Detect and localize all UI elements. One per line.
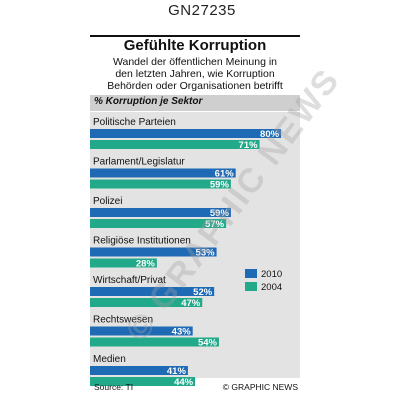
value-label: 57% (205, 219, 225, 230)
chart-subtitle: Wandel der öffentlichen Meinung in den l… (107, 56, 283, 92)
category-label: Wirtschaft/Privat (93, 275, 166, 286)
bar-2004 (90, 140, 260, 149)
value-label: 59% (210, 208, 230, 219)
category-label: Rechtswesen (93, 315, 153, 326)
value-label: 52% (193, 287, 213, 298)
legend-swatch-2004 (245, 282, 257, 291)
bar-2004 (90, 298, 203, 307)
value-label: 59% (210, 180, 230, 191)
bar-2010 (90, 366, 188, 375)
bar-2010 (90, 326, 193, 336)
category-label: Politische Parteien (93, 117, 176, 128)
bar-2004 (90, 377, 196, 386)
category-label: Polizei (93, 196, 122, 207)
bar-2010 (90, 287, 215, 296)
source-note: Source: TI (94, 382, 134, 392)
bar-2004 (90, 337, 219, 347)
chart-title: Gefühlte Korruption (123, 37, 267, 54)
bar-2010 (90, 168, 236, 178)
category-label: Religiöse Institutionen (93, 236, 191, 247)
value-label: 54% (198, 338, 218, 349)
credit-note: © GRAPHIC NEWS (222, 382, 298, 392)
chart-panel: Gefühlte Korruption Wandel der öffentlic… (90, 29, 300, 403)
value-label: 61% (215, 169, 235, 180)
bar-2010 (90, 208, 231, 217)
legend-swatch-2010 (245, 269, 257, 278)
bar-2010 (90, 247, 217, 257)
legend-label: 2010 (261, 269, 282, 280)
bar-2004 (90, 258, 157, 268)
section-title: % Korruption je Sektor (94, 96, 203, 107)
value-label: 47% (181, 298, 201, 309)
value-label: 28% (136, 259, 156, 270)
bar-chart: Politische Parteien 80%71% Parlament/Legis… (90, 117, 282, 388)
title-rule (90, 35, 300, 37)
value-label: 44% (174, 377, 194, 388)
footer: Source: TI © GRAPHIC NEWS (90, 382, 300, 396)
legend-label: 2004 (261, 282, 282, 293)
bar-2004 (90, 219, 227, 228)
value-label: 71% (239, 140, 259, 151)
value-label: 43% (172, 327, 192, 338)
value-label: 80% (260, 129, 280, 140)
bar-2004 (90, 179, 231, 189)
category-label: Medien (93, 354, 126, 365)
section-header: % Korruption je Sektor (90, 95, 300, 111)
category-label: Parlament/Legislatur (93, 157, 185, 168)
value-label: 53% (196, 248, 216, 259)
value-label: 41% (167, 366, 187, 377)
bar-2010 (90, 129, 282, 138)
graphic-code: GN27235 (168, 2, 236, 19)
